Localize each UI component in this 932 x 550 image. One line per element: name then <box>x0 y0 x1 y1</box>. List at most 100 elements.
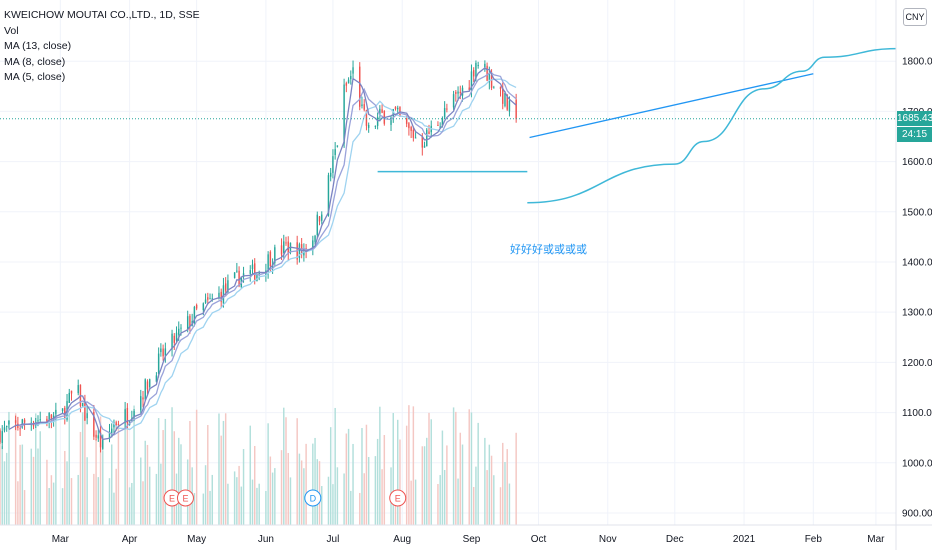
candle-body <box>220 291 222 302</box>
candle-body <box>443 108 446 118</box>
volume-bar <box>17 481 19 525</box>
volume-bar <box>381 469 383 525</box>
price-tick-label: 1300.00 <box>902 308 932 319</box>
volume-bar <box>327 476 330 525</box>
candle-body <box>499 86 502 89</box>
candle-body <box>186 316 189 329</box>
candle-body <box>312 240 314 251</box>
candle-body <box>314 235 316 242</box>
currency-button[interactable]: CNY <box>903 8 927 26</box>
candle-body <box>3 427 6 431</box>
volume-bar <box>365 424 368 525</box>
ma13-indicator-label[interactable]: MA (13, close) <box>4 40 72 52</box>
volume-bar <box>423 446 426 525</box>
volume-bar <box>0 429 1 525</box>
volume-bar <box>227 483 229 525</box>
volume-bar <box>162 430 164 525</box>
volume-bar <box>405 425 408 525</box>
time-axis[interactable]: Mar Apr May Jun Jul Aug Sep Oct Nov Dec 2021 Feb Mar <box>0 524 932 545</box>
price-tick-label: 1100.00 <box>902 408 932 419</box>
earnings-event-marker[interactable]: E <box>176 489 194 507</box>
ma13-line <box>35 78 517 431</box>
candle-body <box>110 428 113 434</box>
volume-bar <box>303 468 305 525</box>
price-tick-label: 900.00 <box>902 508 932 519</box>
volume-bar <box>300 460 303 525</box>
volume-bar <box>285 417 287 525</box>
price-axis[interactable]: 1800.001700.001600.001500.001400.001300.… <box>895 0 932 550</box>
event-marker-circle <box>304 489 322 507</box>
chart-text-annotation[interactable]: 好好好或或或或 <box>510 244 587 256</box>
volume-bar <box>220 435 222 525</box>
volume-bar <box>502 442 504 525</box>
volume-bar <box>430 419 432 525</box>
candle-body <box>441 118 444 126</box>
event-marker-label: E <box>395 494 401 504</box>
volume-bar <box>64 450 66 525</box>
volume-bar <box>488 444 491 525</box>
volume-bar <box>50 475 53 525</box>
volume-bar <box>68 412 70 525</box>
candle-body <box>222 285 225 304</box>
candle-body <box>173 335 176 343</box>
volume-bar <box>148 466 151 525</box>
candle-body <box>126 407 129 424</box>
volume-bar <box>21 444 24 525</box>
volume-bar <box>155 473 158 525</box>
user-drawings[interactable] <box>0 47 897 204</box>
candle-body <box>61 408 64 412</box>
volume-bar <box>392 412 394 525</box>
volume-bar <box>204 465 207 525</box>
volume-bar <box>222 420 225 525</box>
candle-body <box>81 402 84 407</box>
volume-bar <box>280 450 283 525</box>
candle-body <box>193 306 196 324</box>
candle-body <box>39 419 41 421</box>
candle-body <box>155 375 158 382</box>
candle-body <box>195 304 198 309</box>
candle-body <box>343 84 345 144</box>
volume-bar <box>207 425 209 525</box>
trend-line <box>529 73 814 139</box>
volume-bar <box>421 446 424 525</box>
volume-bar <box>258 483 260 525</box>
volume-bar <box>493 475 495 525</box>
ma8-indicator-label[interactable]: MA (8, close) <box>4 55 66 68</box>
volume-bar <box>414 479 417 525</box>
volume-bar <box>455 411 457 525</box>
volume-bar <box>171 407 173 525</box>
earnings-event-marker[interactable]: E <box>389 489 407 507</box>
volume-bar <box>142 481 144 525</box>
volume-bar <box>242 449 245 525</box>
ma5-indicator-label[interactable]: MA (5, close) <box>4 71 66 83</box>
candle-body <box>19 428 21 430</box>
event-marker-circle <box>176 489 194 507</box>
candle-body <box>410 127 412 131</box>
candle-body <box>329 172 332 177</box>
symbol-title[interactable]: KWEICHOW MOUTAI CO.,LTD., 1D, SSE <box>4 9 200 21</box>
volume-bar <box>233 471 236 525</box>
dividend-event-marker[interactable]: D <box>304 489 322 507</box>
price-tick-label: 1500.00 <box>902 207 932 218</box>
candlesticks <box>0 60 517 453</box>
time-tick-label: Jul <box>327 534 340 545</box>
volume-bar <box>367 456 370 525</box>
volume-bar <box>238 465 240 525</box>
volume-bar <box>461 444 464 525</box>
candle-body <box>470 71 473 90</box>
volume-indicator-label[interactable]: Vol <box>4 24 19 37</box>
volume-bar <box>256 487 258 525</box>
chart-legend: KWEICHOW MOUTAI CO.,LTD., 1D, SSE Vol MA… <box>4 8 200 86</box>
candle-body <box>238 270 240 287</box>
volume-bar <box>61 488 64 525</box>
volume-bar <box>48 488 50 525</box>
volume-bar <box>345 433 348 525</box>
candle-body <box>506 94 508 110</box>
volume-bar <box>412 406 415 525</box>
candle-body <box>486 65 488 81</box>
time-tick-label: Feb <box>805 534 823 545</box>
volume-bar <box>287 452 289 525</box>
candle-body <box>37 420 39 422</box>
